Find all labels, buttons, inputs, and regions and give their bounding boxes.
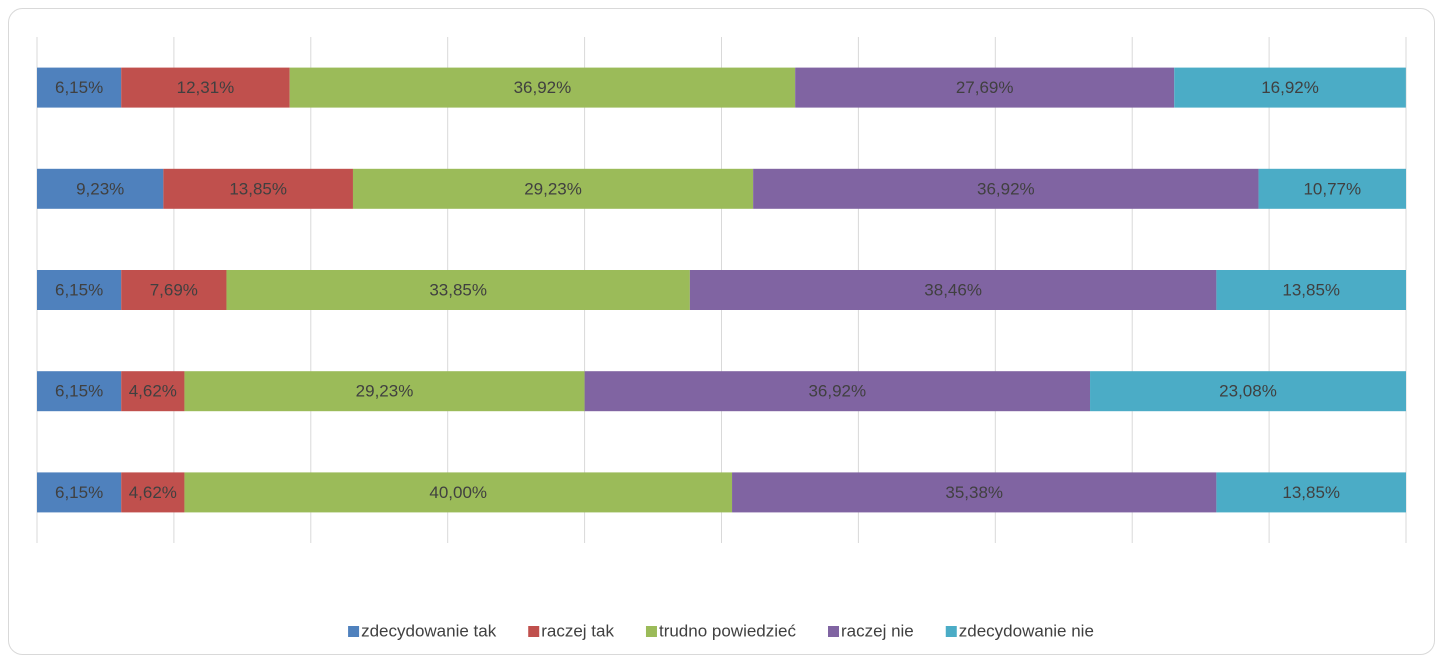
- data-label: 6,15%: [55, 280, 103, 299]
- legend-swatch: [528, 626, 540, 637]
- legend-label: zdecydowanie tak: [361, 621, 497, 640]
- bar-segment: [121, 371, 185, 412]
- legend-swatch: [945, 626, 957, 637]
- legend-label: raczej nie: [841, 621, 914, 640]
- bar-segment: [121, 67, 290, 108]
- data-label: 10,77%: [1303, 179, 1361, 198]
- data-label: 4,62%: [129, 382, 177, 401]
- bar-segment: [121, 472, 185, 513]
- legend-label: raczej tak: [541, 621, 614, 640]
- bar-segment: [163, 168, 353, 209]
- legend-label: trudno powiedzieć: [659, 621, 797, 640]
- bar-segment: [121, 270, 227, 310]
- data-label: 16,92%: [1261, 78, 1319, 97]
- bar-segment: [37, 371, 122, 412]
- data-label: 12,31%: [177, 78, 235, 97]
- data-label: 13,85%: [229, 179, 287, 198]
- bar-segment: [1174, 67, 1406, 108]
- bar-segment: [352, 168, 754, 209]
- data-label: 9,23%: [76, 179, 124, 198]
- bar-segment: [689, 270, 1217, 310]
- bar-segment: [184, 371, 585, 412]
- bar-segment: [1216, 472, 1406, 513]
- data-label: 7,69%: [150, 280, 198, 299]
- data-label: 33,85%: [429, 280, 487, 299]
- data-label: 36,92%: [977, 179, 1035, 198]
- bar-segment: [289, 67, 796, 108]
- data-label: 38,46%: [924, 280, 982, 299]
- data-label: 36,92%: [808, 382, 866, 401]
- bar-segment: [753, 168, 1259, 209]
- bar-segment: [37, 67, 122, 108]
- bar-segment: [795, 67, 1175, 108]
- bar-segment: [226, 270, 690, 310]
- legend-swatch: [828, 626, 839, 637]
- data-label: 4,62%: [129, 483, 177, 502]
- data-label: 6,15%: [55, 483, 103, 502]
- bar-segment: [1258, 168, 1406, 209]
- bar-segment: [37, 472, 122, 513]
- data-label: 13,85%: [1282, 280, 1340, 299]
- bar-segment: [1216, 270, 1406, 310]
- data-label: 29,23%: [524, 179, 582, 198]
- legend-swatch: [645, 626, 657, 637]
- data-label: 13,85%: [1282, 483, 1340, 502]
- legend-label: zdecydowanie nie: [959, 621, 1094, 640]
- legend-swatch: [348, 626, 360, 637]
- data-label: 6,15%: [55, 382, 103, 401]
- data-label: 40,00%: [429, 483, 487, 502]
- bar-segment: [1090, 371, 1406, 412]
- bar-segment: [184, 472, 733, 513]
- data-label: 6,15%: [55, 78, 103, 97]
- bar-segment: [37, 168, 164, 209]
- data-label: 23,08%: [1219, 382, 1277, 401]
- data-label: 29,23%: [356, 382, 414, 401]
- bar-segment: [732, 472, 1217, 513]
- data-label: 36,92%: [514, 78, 572, 97]
- bar-segment: [37, 270, 122, 310]
- data-label: 35,38%: [945, 483, 1003, 502]
- bar-segment: [584, 371, 1091, 412]
- data-label: 27,69%: [956, 78, 1014, 97]
